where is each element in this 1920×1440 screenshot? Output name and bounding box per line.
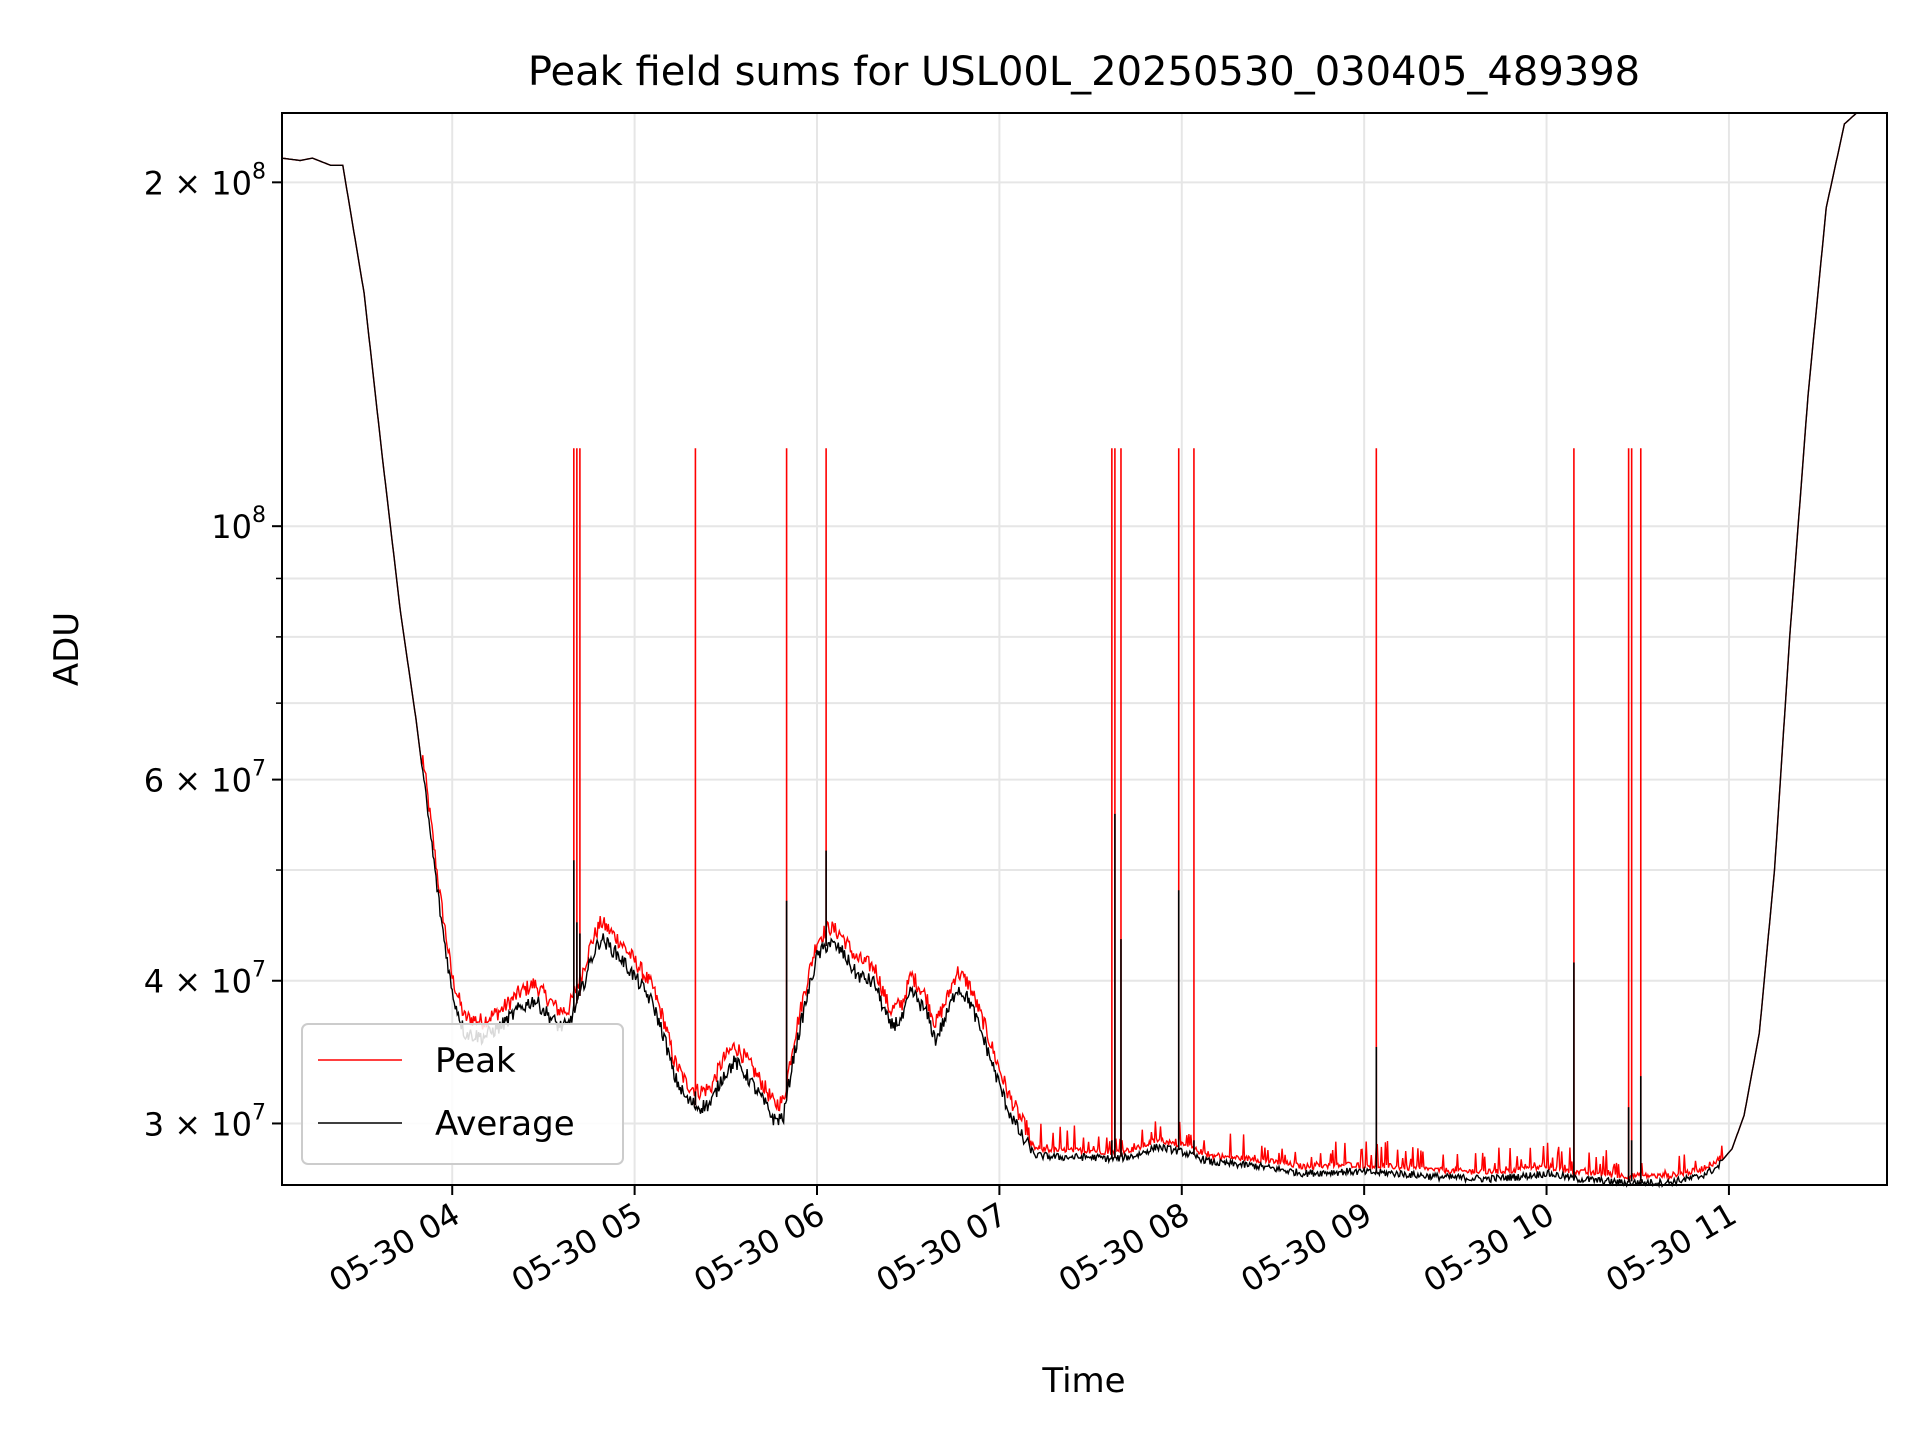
y-tick-label: 3 × 107 [144, 1100, 266, 1143]
y-axis: 3 × 107 4 × 107 6 × 107 108 2 × 108 [144, 159, 282, 1143]
y-axis-label: ADU [47, 612, 87, 686]
y-tick-label: 4 × 107 [144, 958, 266, 1001]
y-tick-label: 108 [211, 503, 266, 546]
y-tick-label: 2 × 108 [144, 159, 266, 202]
legend-label-peak: Peak [435, 1041, 516, 1081]
chart-title: Peak field sums for USL00L_20250530_0304… [528, 49, 1640, 95]
legend-box [301, 1023, 624, 1165]
plot-area [281, 112, 1858, 1189]
grid [282, 113, 1887, 1185]
legend: Peak Average [301, 1023, 624, 1165]
legend-label-average: Average [435, 1104, 575, 1144]
y-tick-label: 6 × 107 [144, 757, 266, 800]
peak-series-line [281, 112, 1858, 1181]
x-axis-label: Time [1041, 1361, 1125, 1401]
average-series-line [281, 112, 1858, 1189]
axes-frame [281, 112, 1888, 1186]
